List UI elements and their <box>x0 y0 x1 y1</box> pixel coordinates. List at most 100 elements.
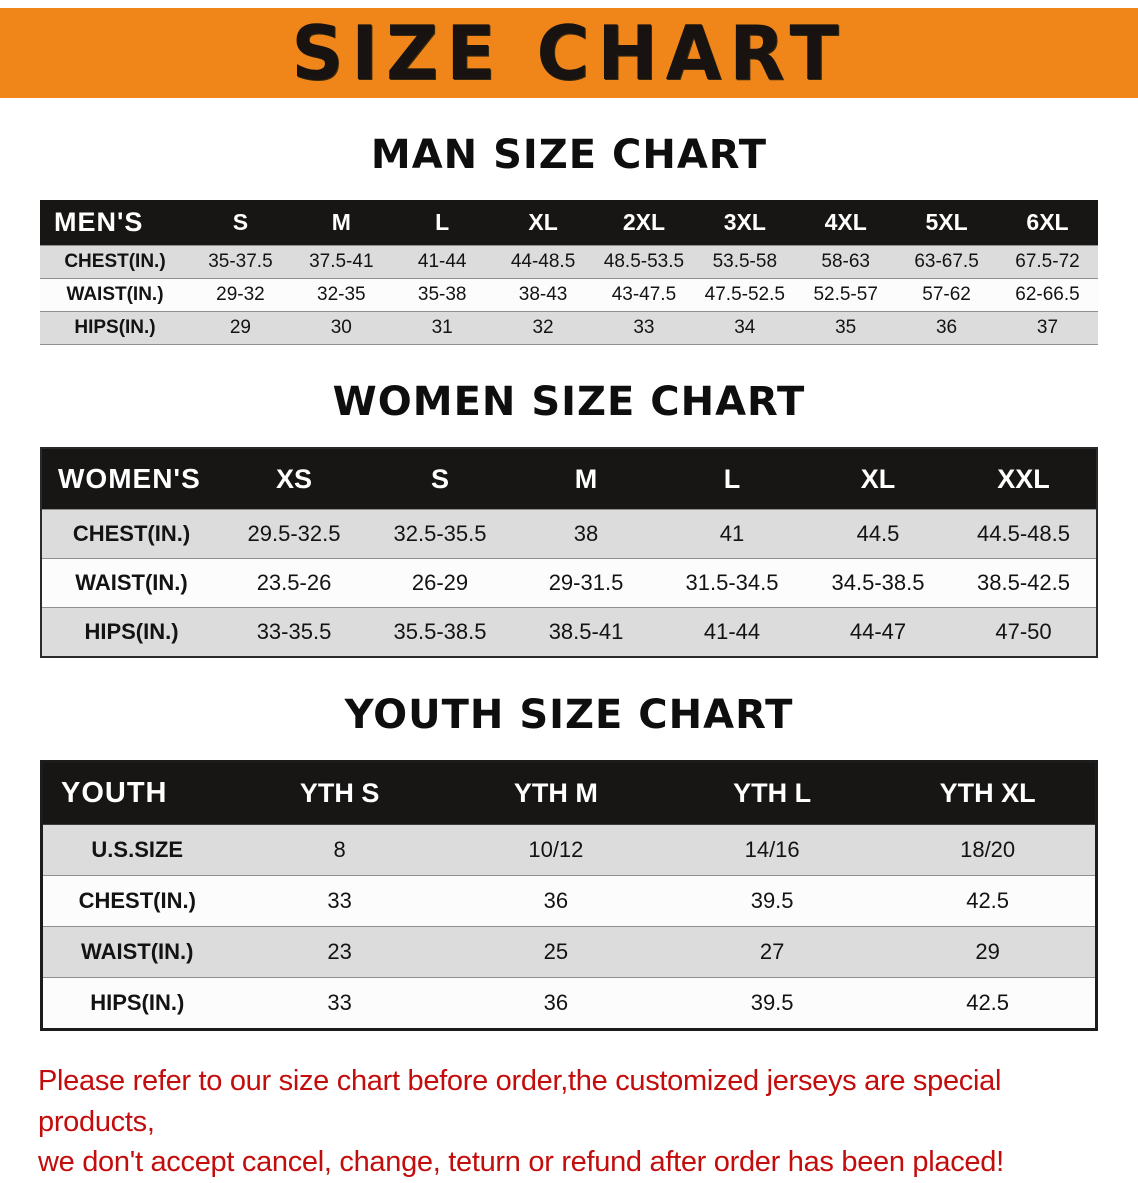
women-row-label: CHEST(IN.) <box>72 521 191 546</box>
men-value-cell: 35-38 <box>417 284 467 305</box>
women-size-header: XS <box>221 448 367 510</box>
men-row-label: CHEST(IN.) <box>64 251 166 272</box>
youth-size-section: YOUTH SIZE CHART YOUTH YTH S YTH M YTH L YTH… <box>0 692 1138 1031</box>
youth-value-cell: 10/12 <box>528 837 584 862</box>
youth-size-table: YOUTH YTH S YTH M YTH L YTH XL U.S.SIZE 8 10/12… <box>40 760 1098 1031</box>
youth-row-label: HIPS(IN.) <box>90 990 185 1015</box>
women-value-cell: 41-44 <box>703 619 761 644</box>
women-size-table: WOMEN'S XS S M L XL XXL CHEST(IN.) 29.5-32.5 32.5… <box>40 447 1098 658</box>
men-value-cell: 36 <box>935 317 958 338</box>
women-value-cell: 26-29 <box>411 570 469 595</box>
youth-size-header: YTH S <box>231 761 448 825</box>
men-value-cell: 47.5-52.5 <box>704 284 785 305</box>
men-value-cell: 52.5-57 <box>813 284 878 305</box>
youth-value-cell: 36 <box>543 888 569 913</box>
men-measurement-row: HIPS(IN.) 29 30 31 32 33 34 35 36 37 <box>40 311 1098 345</box>
men-size-header: XL <box>492 200 594 246</box>
men-value-cell: 53.5-58 <box>712 251 778 272</box>
men-value-cell: 33 <box>633 317 655 338</box>
men-value-cell: 48.5-53.5 <box>603 251 685 272</box>
men-value-cell: 37.5-41 <box>309 251 374 272</box>
youth-measurement-row: CHEST(IN.) 33 36 39.5 42.5 <box>41 875 1097 927</box>
youth-row-label: CHEST(IN.) <box>78 888 196 913</box>
men-value-cell: 38-43 <box>518 284 568 305</box>
women-value-cell: 31.5-34.5 <box>685 570 779 595</box>
youth-size-header: YTH L <box>664 761 881 825</box>
men-value-cell: 57-62 <box>922 284 971 305</box>
youth-row-label: WAIST(IN.) <box>81 939 194 964</box>
women-value-cell: 38.5-41 <box>548 619 624 644</box>
men-size-header: 6XL <box>997 200 1098 246</box>
men-value-cell: 58-63 <box>821 251 870 272</box>
men-size-header: L <box>391 200 493 246</box>
youth-measurement-row: HIPS(IN.) 33 36 39.5 42.5 <box>41 977 1097 1030</box>
men-size-header: S <box>190 200 291 246</box>
women-size-header: XL <box>805 448 951 510</box>
men-value-cell: 31 <box>431 317 453 338</box>
disclaimer: Please refer to our size chart before or… <box>0 1061 1138 1183</box>
men-value-cell: 44-48.5 <box>510 251 576 272</box>
men-row-label: HIPS(IN.) <box>74 317 156 338</box>
men-value-cell: 37 <box>1036 317 1059 338</box>
men-header-row: MEN'S S M L XL 2XL 3XL 4XL 5XL 6XL <box>40 200 1098 246</box>
women-value-cell: 38.5-42.5 <box>977 570 1070 595</box>
women-size-header: M <box>513 448 659 510</box>
women-value-cell: 35.5-38.5 <box>393 619 487 644</box>
page-title: SIZE CHART <box>291 9 847 97</box>
disclaimer-line-1: Please refer to our size chart before or… <box>38 1065 1002 1138</box>
women-value-cell: 23.5-26 <box>256 570 332 595</box>
women-value-cell: 44-47 <box>849 619 907 644</box>
men-value-cell: 29-32 <box>216 284 265 305</box>
women-row-label: HIPS(IN.) <box>84 619 179 644</box>
men-value-cell: 62-66.5 <box>1015 284 1080 305</box>
women-value-cell: 47-50 <box>995 619 1052 644</box>
women-size-header: L <box>659 448 805 510</box>
men-value-cell: 63-67.5 <box>914 251 979 272</box>
women-value-cell: 29.5-32.5 <box>247 521 341 546</box>
youth-value-cell: 33 <box>327 888 352 913</box>
men-value-cell: 32 <box>532 317 554 338</box>
men-value-cell: 35 <box>835 317 857 338</box>
youth-section-title: YOUTH SIZE CHART <box>344 692 794 738</box>
women-value-cell: 29-31.5 <box>548 570 624 595</box>
women-row-label: WAIST(IN.) <box>75 570 188 595</box>
youth-table-label: YOUTH <box>41 761 232 825</box>
men-value-cell: 43-47.5 <box>611 284 677 305</box>
youth-size-header: YTH XL <box>880 761 1097 825</box>
youth-value-cell: 39.5 <box>750 888 794 913</box>
youth-value-cell: 18/20 <box>960 837 1016 862</box>
men-size-section: MAN SIZE CHART MEN'S S M L XL 2XL 3XL 4XL 5XL 6XL… <box>0 132 1138 345</box>
men-size-header: 3XL <box>694 200 796 246</box>
youth-size-header: YTH M <box>447 761 664 825</box>
men-size-header: M <box>290 200 392 246</box>
youth-value-cell: 42.5 <box>966 888 1010 913</box>
youth-value-cell: 25 <box>543 939 569 964</box>
men-table-label: MEN'S <box>40 200 190 246</box>
men-row-label: WAIST(IN.) <box>66 284 164 305</box>
men-section-title: MAN SIZE CHART <box>370 132 768 178</box>
men-value-cell: 41-44 <box>417 251 467 272</box>
youth-value-cell: 27 <box>759 939 785 964</box>
youth-value-cell: 8 <box>333 837 346 862</box>
youth-header-row: YOUTH YTH S YTH M YTH L YTH XL <box>41 761 1097 825</box>
youth-value-cell: 29 <box>975 939 1000 964</box>
women-measurement-row: WAIST(IN.) 23.5-26 26-29 29-31.5 31.5-34.5 34… <box>41 558 1097 608</box>
women-size-header: S <box>367 448 513 510</box>
men-size-header: 2XL <box>593 200 695 246</box>
women-measurement-row: CHEST(IN.) 29.5-32.5 32.5-35.5 38 41 44.5 44.5… <box>41 509 1097 559</box>
banner: SIZE CHART <box>0 8 1138 98</box>
women-header-row: WOMEN'S XS S M L XL XXL <box>41 448 1097 510</box>
youth-row-label: U.S.SIZE <box>91 837 184 862</box>
youth-value-cell: 42.5 <box>966 990 1010 1015</box>
youth-value-cell: 36 <box>543 990 569 1015</box>
youth-measurement-row: U.S.SIZE 8 10/12 14/16 18/20 <box>41 824 1097 876</box>
men-value-cell: 29 <box>229 317 251 338</box>
disclaimer-line-2: we don't accept cancel, change, teturn o… <box>38 1146 1004 1179</box>
youth-value-cell: 14/16 <box>744 837 800 862</box>
women-value-cell: 32.5-35.5 <box>393 521 487 546</box>
men-measurement-row: WAIST(IN.) 29-32 32-35 35-38 38-43 43-47.5 47.… <box>40 278 1098 312</box>
women-size-section: WOMEN SIZE CHART WOMEN'S XS S M L XL XXL CHEST(… <box>0 379 1138 658</box>
men-size-header: 4XL <box>795 200 897 246</box>
youth-value-cell: 23 <box>327 939 352 964</box>
women-value-cell: 33-35.5 <box>256 619 332 644</box>
